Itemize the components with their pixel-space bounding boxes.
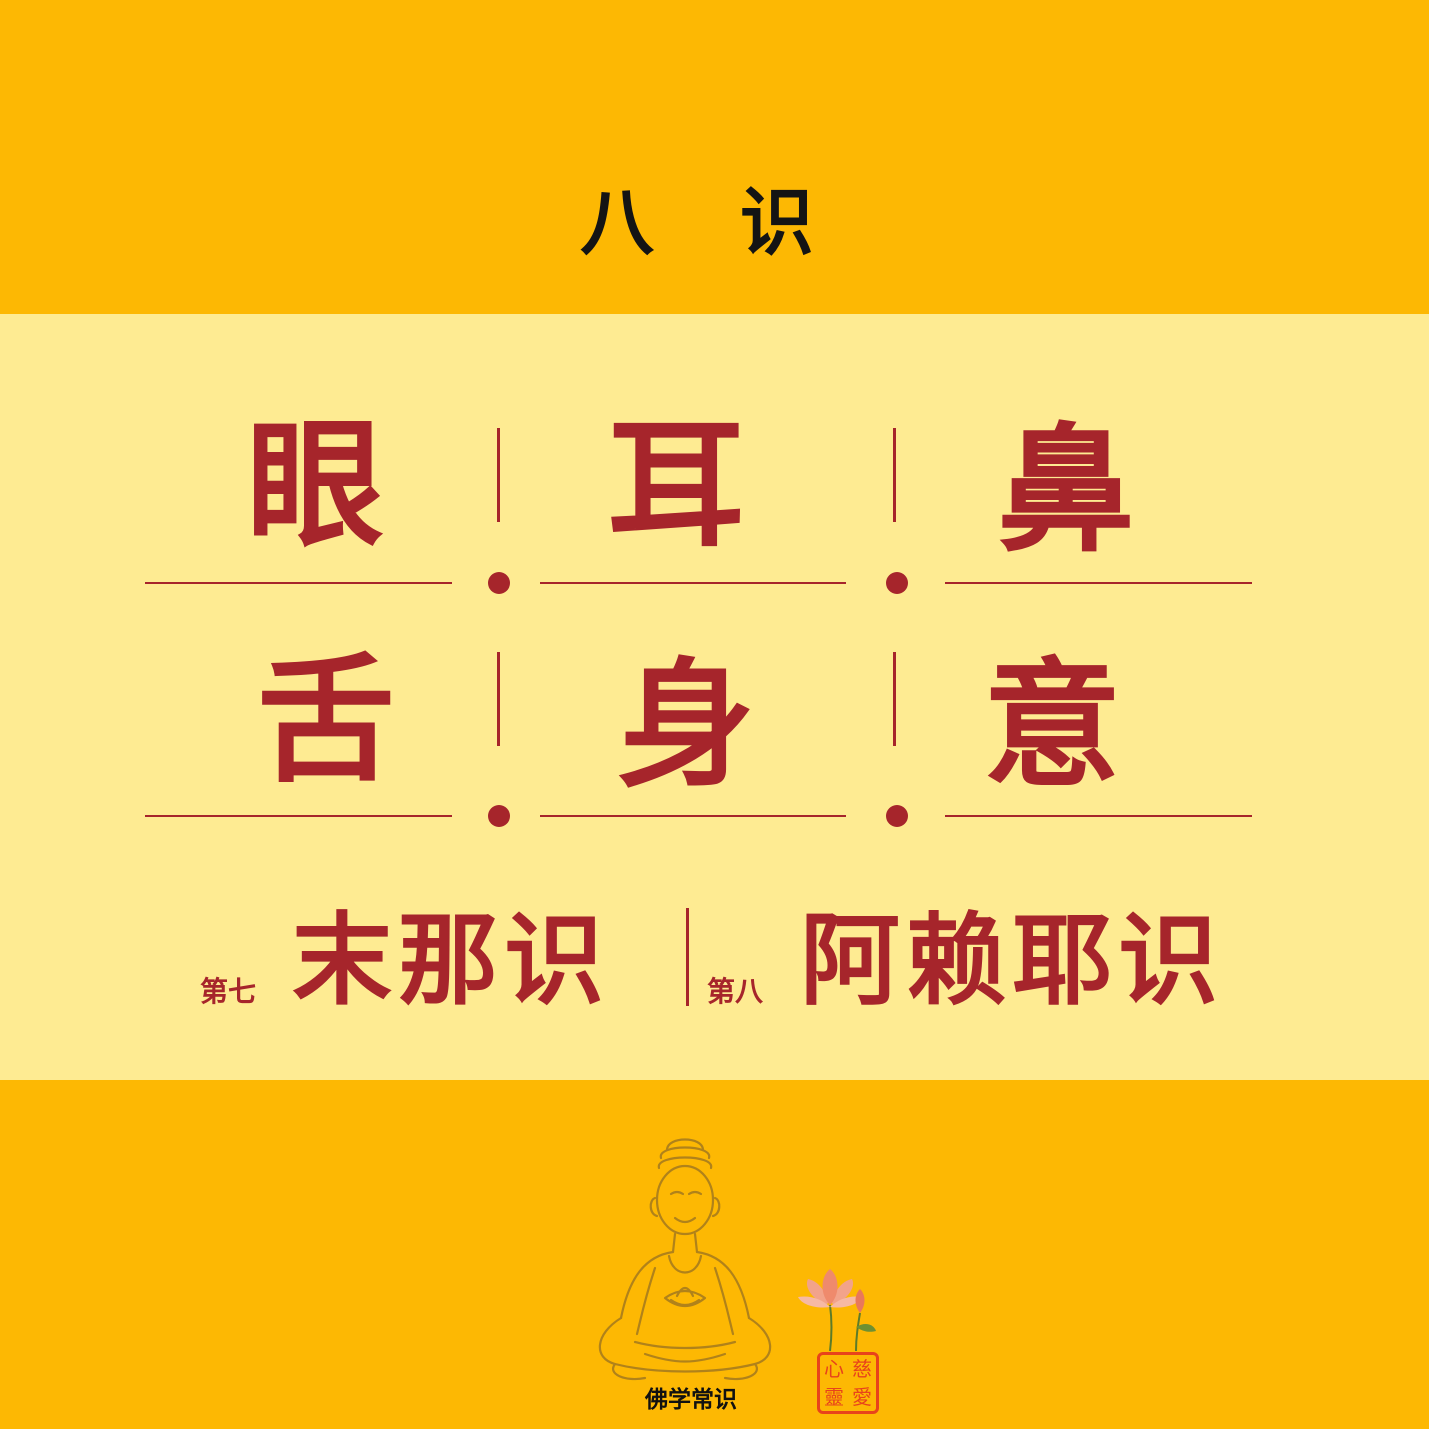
page-title: 八 识: [580, 180, 844, 266]
middle-band: [0, 314, 1429, 1080]
divider-horizontal: [945, 815, 1252, 817]
seal-char: 心: [824, 1357, 844, 1381]
consciousness-nose: 鼻: [996, 408, 1135, 571]
footer-label: 佛学常识: [645, 1387, 737, 1413]
divider-horizontal: [145, 582, 452, 584]
divider-vertical: [893, 428, 896, 522]
eighth-consciousness-name: 阿赖耶识: [800, 901, 1224, 1019]
consciousness-body: 身: [616, 643, 755, 806]
divider-dot: [488, 805, 510, 827]
seventh-consciousness-name: 末那识: [292, 901, 610, 1019]
divider-vertical: [686, 908, 689, 1006]
seventh-ordinal: 第七: [200, 975, 257, 1008]
consciousness-eye: 眼: [245, 403, 384, 566]
divider-horizontal: [145, 815, 452, 817]
divider-dot: [488, 572, 510, 594]
divider-vertical: [497, 428, 500, 522]
seal-char: 慈: [852, 1357, 872, 1381]
divider-dot: [886, 805, 908, 827]
divider-horizontal: [540, 582, 846, 584]
divider-dot: [886, 572, 908, 594]
divider-vertical: [893, 652, 896, 746]
top-band: [0, 0, 1429, 314]
divider-vertical: [497, 652, 500, 746]
lotus-icon: [798, 1269, 876, 1352]
seal-char: 愛: [852, 1385, 872, 1409]
seal-char: 靈: [824, 1385, 844, 1409]
buddha-illustration: [598, 1138, 772, 1381]
divider-horizontal: [945, 582, 1252, 584]
consciousness-mind: 意: [982, 643, 1121, 806]
eighth-ordinal: 第八: [707, 975, 764, 1008]
consciousness-ear: 耳: [606, 403, 745, 566]
divider-horizontal: [540, 815, 846, 817]
consciousness-tongue: 舌: [256, 638, 395, 801]
seal-stamp: 心 慈 靈 愛: [817, 1352, 879, 1414]
